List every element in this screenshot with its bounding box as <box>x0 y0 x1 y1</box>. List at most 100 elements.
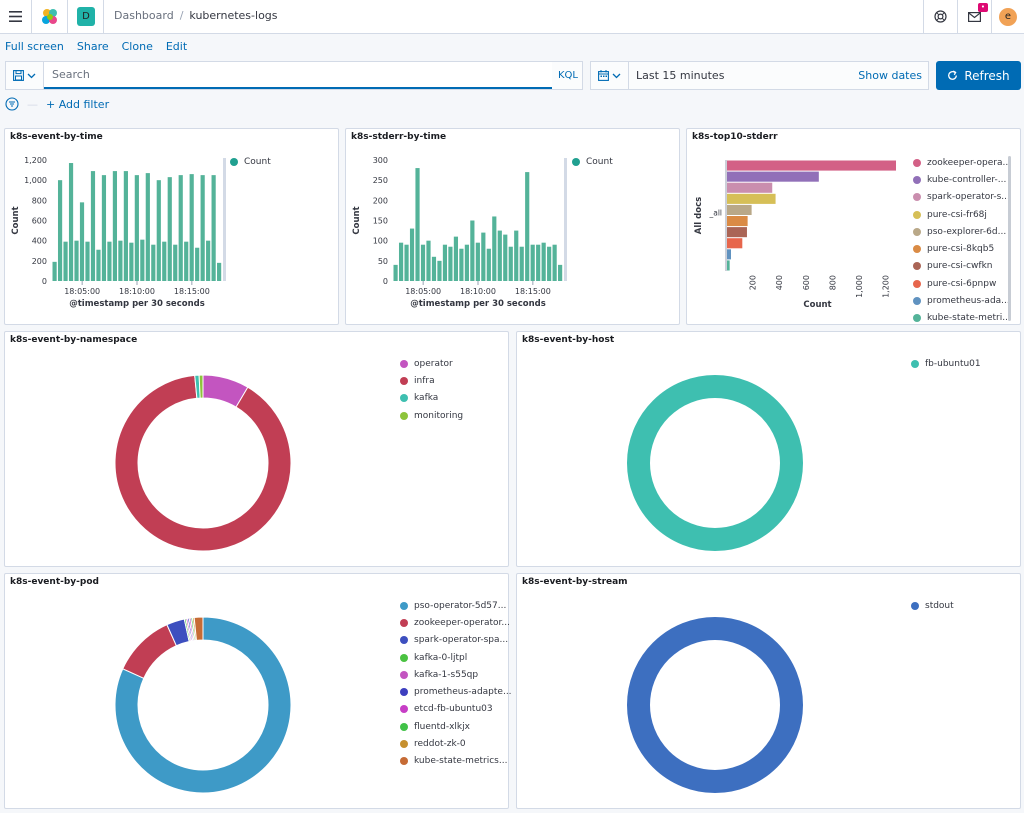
bar <box>464 244 469 281</box>
stderr-by-time-chart: 0 50 100 150 200 250 300 18:05:00 18:10:00 18:15:… <box>352 156 567 309</box>
legend-label: spark-operator-s... <box>927 192 1010 203</box>
legend-item[interactable]: operator <box>400 355 463 372</box>
legend-label: spark-operator-spa... <box>414 635 509 646</box>
legend-item[interactable]: kube-state-metrics... <box>400 753 512 770</box>
user-menu[interactable]: e <box>991 0 1024 33</box>
pie-slice <box>193 616 204 641</box>
legend-label: kafka <box>414 393 439 404</box>
legend-item[interactable]: spark-operator-s... <box>913 189 1011 206</box>
legend-label: infra <box>414 375 435 386</box>
legend-item[interactable]: spark-operator-spa... <box>400 632 512 649</box>
y-tick-label: 0 <box>383 277 388 286</box>
legend-item[interactable]: Count <box>572 153 613 170</box>
chart-legend: stdout <box>911 597 954 614</box>
legend-item[interactable]: prometheus-ada... <box>913 292 1011 309</box>
time-range-text[interactable]: Last 15 minutes <box>636 69 725 82</box>
legend-item[interactable]: reddot-zk-0 <box>400 735 512 752</box>
bar <box>552 244 557 281</box>
legend-item[interactable]: pure-csi-fr68j <box>913 206 1011 223</box>
refresh-button[interactable]: Refresh <box>936 61 1021 90</box>
elastic-logo-icon[interactable] <box>31 0 68 33</box>
panel-title: k8s-stderr-by-time <box>351 132 447 142</box>
bar <box>173 244 178 281</box>
legend-item[interactable]: stdout <box>911 597 954 614</box>
bar <box>442 244 448 281</box>
legend-item[interactable]: pure-csi-6pnpw <box>913 275 1011 292</box>
legend-item[interactable]: kafka-0-ljtpl <box>400 649 512 666</box>
legend-item[interactable]: prometheus-adapte... <box>400 683 512 700</box>
bar <box>195 247 200 281</box>
legend-item[interactable]: Count <box>230 153 271 170</box>
menu-icon[interactable] <box>0 0 30 33</box>
legend-label: Count <box>586 156 613 167</box>
share-link[interactable]: Share <box>76 40 109 53</box>
panel-title: k8s-event-by-time <box>10 132 103 142</box>
legend-item[interactable]: zookeeper-opera... <box>913 154 1011 171</box>
legend-dot <box>913 245 921 254</box>
y-tick-label: 1,200 <box>24 156 47 165</box>
quick-select-button[interactable] <box>591 62 629 89</box>
bar <box>112 171 118 281</box>
show-dates-link[interactable]: Show dates <box>858 69 922 82</box>
panel-top10-stderr: k8s-top10-stderr 200 400 600 800 1,000 1,200 C… <box>686 128 1021 325</box>
panel-event-by-namespace: k8s-event-by-namespace operator infra kafk… <box>4 331 509 567</box>
bar <box>129 242 134 281</box>
legend-item[interactable]: infra <box>400 372 463 389</box>
legend-item[interactable]: pso-explorer-6d... <box>913 223 1011 240</box>
search-input[interactable] <box>44 62 552 89</box>
bar <box>727 193 776 204</box>
category-label: _all <box>708 209 722 218</box>
legend-item[interactable]: zookeeper-operator... <box>400 614 512 631</box>
edit-link[interactable]: Edit <box>165 40 188 53</box>
legend-item[interactable]: kafka-1-s55qp <box>400 666 512 683</box>
legend-item[interactable]: pure-csi-8kqb5 <box>913 240 1011 257</box>
pie-slice <box>114 616 292 794</box>
filter-options-icon[interactable] <box>5 97 19 111</box>
legend-scrollbar[interactable] <box>1008 156 1011 321</box>
legend-dot <box>913 314 921 323</box>
legend-item[interactable]: monitoring <box>400 407 463 424</box>
legend-item[interactable]: pso-operator-5d57... <box>400 597 512 614</box>
bar <box>409 228 415 281</box>
legend-item[interactable]: etcd-fb-ubuntu03 <box>400 701 512 718</box>
bar <box>211 175 216 281</box>
bar <box>145 173 150 281</box>
legend-item[interactable]: fb-ubuntu01 <box>911 355 981 372</box>
chart-legend: zookeeper-opera... kube-controller-... spa… <box>913 154 1011 324</box>
clone-link[interactable]: Clone <box>121 40 153 53</box>
divider: — <box>27 97 38 111</box>
legend-item[interactable]: kube-state-metri... <box>913 310 1011 324</box>
help-icon[interactable] <box>923 0 957 33</box>
legend-item[interactable]: pure-csi-cwfkn <box>913 258 1011 275</box>
legend-dot <box>913 297 921 306</box>
mail-icon[interactable]: • <box>957 0 991 33</box>
saved-query-button[interactable] <box>6 62 44 89</box>
legend-item[interactable]: kube-controller-... <box>913 171 1011 188</box>
x-axis-label: Count <box>803 300 831 310</box>
full-screen-link[interactable]: Full screen <box>5 40 64 53</box>
x-tick-label: 18:15:00 <box>515 287 551 296</box>
legend-label: operator <box>414 358 453 369</box>
legend-label: kafka-0-ljtpl <box>414 652 468 663</box>
add-filter-button[interactable]: + Add filter <box>46 97 110 111</box>
legend-label: pso-explorer-6d... <box>927 226 1007 237</box>
bar <box>453 236 459 281</box>
bar <box>107 241 112 281</box>
bar <box>470 220 475 281</box>
legend-dot <box>400 411 408 420</box>
legend-item[interactable]: kafka <box>400 390 463 407</box>
filter-bar: — + Add filter <box>5 97 109 111</box>
query-bar: KQL Last 15 minutes Show dates Refresh <box>5 61 1021 90</box>
legend-dot <box>911 601 919 610</box>
refresh-label: Refresh <box>964 68 1010 83</box>
divider <box>103 0 104 33</box>
bar <box>541 242 546 281</box>
breadcrumb-dashboard[interactable]: Dashboard <box>114 9 174 22</box>
bar <box>74 240 79 281</box>
pie-slice <box>627 375 803 551</box>
space-avatar[interactable]: D <box>77 7 95 26</box>
query-language-button[interactable]: KQL <box>558 70 578 81</box>
legend-item[interactable]: fluentd-xlkjx <box>400 718 512 735</box>
chevron-down-icon <box>612 73 621 78</box>
legend-label: zookeeper-opera... <box>927 157 1012 168</box>
